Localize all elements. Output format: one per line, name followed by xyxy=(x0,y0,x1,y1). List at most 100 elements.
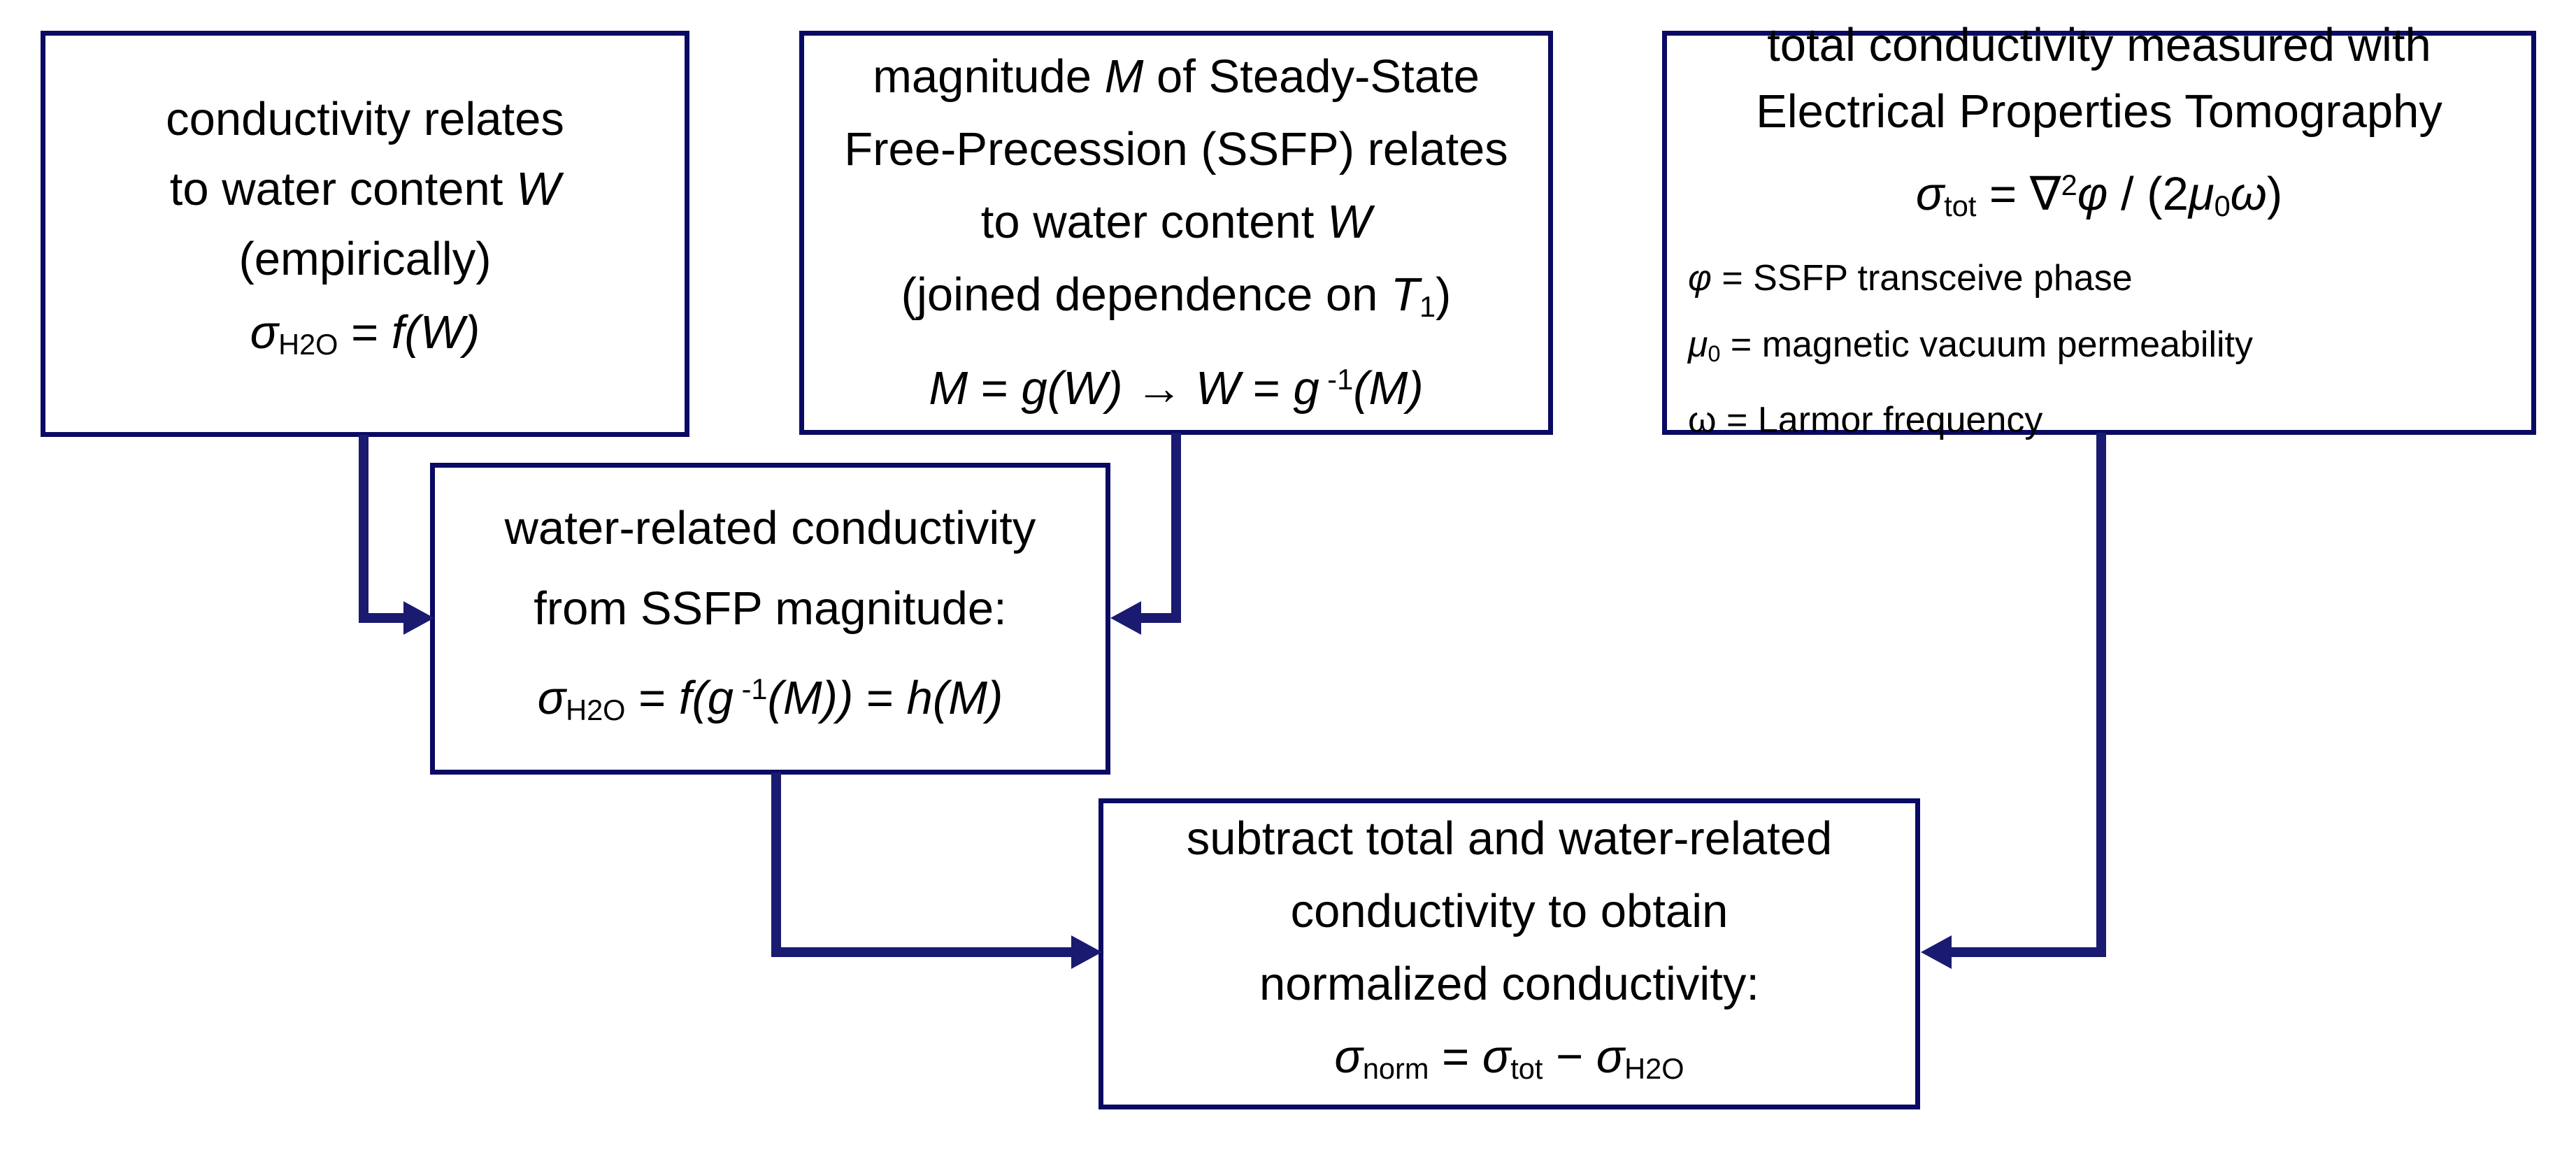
text-segment: (joined dependence on xyxy=(901,268,1391,322)
text-line: μ0 = magnetic vacuum permeability xyxy=(1667,312,2253,387)
text-segment: W xyxy=(1195,361,1240,415)
text-segment: water-related conductivity xyxy=(504,501,1036,554)
text-segment: = xyxy=(1429,1030,1482,1083)
text-segment: ω = Larmor frequency xyxy=(1688,400,2043,441)
box-ept-total-conductivity: total conductivity measured with Electric… xyxy=(1662,19,2536,440)
text-segment: σ xyxy=(1915,167,1945,220)
arrowhead-left-icon xyxy=(1921,935,1952,969)
text-segment: g(W) xyxy=(1021,361,1123,415)
text-segment: M xyxy=(929,361,968,415)
text-segment: ∇ xyxy=(2029,167,2061,220)
text-segment: ) xyxy=(2266,167,2283,220)
text-segment: σ xyxy=(250,306,279,359)
arrow-stem-horizontal xyxy=(1140,613,1181,623)
text-segment: (M)) xyxy=(767,671,854,724)
text-segment: = xyxy=(1240,361,1294,415)
text-segment: = xyxy=(625,671,679,724)
arrowhead-left-icon xyxy=(1110,601,1141,635)
text-line: Electrical Properties Tomography xyxy=(1756,78,2442,145)
text-segment: σ xyxy=(1482,1030,1511,1083)
text-line: from SSFP magnitude: xyxy=(534,568,1007,649)
text-segment: conductivity to obtain xyxy=(1290,884,1729,937)
formula-line: M = g(W) → W = g -1(M) xyxy=(929,343,1423,425)
arrow-stem-vertical xyxy=(359,435,368,623)
text-line: subtract total and water-related xyxy=(1187,803,1833,875)
text-segment xyxy=(1123,362,1136,415)
arrowhead-right-icon xyxy=(403,601,434,635)
formula-line: σH2O = f(g -1(M)) = h(M) xyxy=(538,649,1003,750)
box-empirical-relation: conductivity relates to water content W (e… xyxy=(41,31,689,437)
text-segment: total conductivity measured with xyxy=(1767,18,2431,71)
text-line: Free-Precession (SSFP) relates xyxy=(844,113,1508,186)
text-segment: Free-Precession (SSFP) relates xyxy=(844,123,1508,176)
box-water-related-conductivity: water-related conductivity from SSFP magn… xyxy=(430,463,1110,775)
text-line: total conductivity measured with xyxy=(1767,12,2431,78)
text-line: (empirically) xyxy=(238,224,491,294)
text-segment: 1 xyxy=(1419,290,1436,324)
text-segment: f(W) xyxy=(391,306,480,359)
arrow-stem-horizontal xyxy=(1952,947,2106,957)
text-line: normalized conductivity: xyxy=(1259,948,1759,1021)
text-segment: 2 xyxy=(2061,168,2077,201)
box-normalized-conductivity: subtract total and water-related conducti… xyxy=(1099,798,1920,1109)
text-segment: = xyxy=(853,671,907,724)
text-line: magnitude M of Steady-State xyxy=(873,41,1480,113)
text-segment: normalized conductivity: xyxy=(1259,957,1759,1010)
text-line: water-related conductivity xyxy=(505,488,1036,568)
text-segment: subtract total and water-related xyxy=(1186,812,1833,865)
text-segment: (M) xyxy=(1353,361,1424,415)
text-line: to water content W xyxy=(170,154,561,224)
text-segment: φ xyxy=(1688,258,1712,299)
text-segment: = xyxy=(1976,167,2030,220)
text-segment: μ xyxy=(1688,324,1708,366)
text-segment: to water content xyxy=(169,162,517,215)
text-line: φ = SSFP transceive phase xyxy=(1667,245,2133,312)
text-segment: g xyxy=(1293,361,1319,415)
text-segment: tot xyxy=(1510,1052,1543,1086)
text-segment xyxy=(1182,362,1196,415)
text-segment: -1 xyxy=(1319,363,1354,396)
text-segment: tot xyxy=(1944,189,1977,222)
text-segment: = xyxy=(338,306,392,359)
formula-line: σtot = ∇2φ / (2μ0ω) xyxy=(1916,145,2282,246)
text-segment: Electrical Properties Tomography xyxy=(1756,85,2442,138)
text-segment: of Steady-State xyxy=(1143,50,1480,103)
arrowhead-right-icon xyxy=(1071,935,1102,969)
text-segment: − xyxy=(1543,1030,1596,1083)
text-segment: σ xyxy=(537,671,566,724)
text-segment: from SSFP magnitude: xyxy=(534,582,1007,635)
text-segment: (empirically) xyxy=(238,232,492,285)
text-segment: W xyxy=(516,162,561,215)
text-segment: -1 xyxy=(734,672,768,705)
text-line: ω = Larmor frequency xyxy=(1667,387,2042,454)
text-segment: h(M) xyxy=(906,671,1003,724)
box-ssfp-magnitude-relation: magnitude M of Steady-State Free-Precessi… xyxy=(799,31,1553,435)
arrow-stem-vertical xyxy=(1171,433,1181,623)
text-segment: conductivity relates xyxy=(166,92,564,145)
text-segment: to water content xyxy=(980,196,1328,249)
text-line: conductivity to obtain xyxy=(1291,875,1729,948)
text-segment: = xyxy=(968,361,1022,415)
text-segment: ω xyxy=(2230,167,2267,220)
text-segment: σ xyxy=(1596,1030,1625,1083)
text-segment: norm xyxy=(1362,1052,1429,1086)
text-line: (joined dependence on T1) xyxy=(901,259,1452,343)
text-segment: = SSFP transceive phase xyxy=(1711,258,2133,299)
text-segment: magnitude xyxy=(873,50,1105,103)
text-segment: M xyxy=(1104,50,1144,103)
text-segment: 0 xyxy=(2214,189,2231,222)
text-segment: W xyxy=(1327,196,1372,249)
formula-line: σH2O = f(W) xyxy=(250,294,480,383)
text-segment: f xyxy=(678,671,692,724)
arrow-stem-horizontal xyxy=(771,947,1072,957)
text-segment: 0 xyxy=(1708,341,1721,367)
text-segment: H2O xyxy=(566,693,626,726)
text-segment: μ xyxy=(2188,167,2214,220)
text-segment: φ xyxy=(2077,167,2108,220)
text-segment: ) xyxy=(1436,268,1452,322)
arrow-stem-horizontal xyxy=(359,613,403,623)
text-segment: T xyxy=(1391,268,1419,322)
text-segment: H2O xyxy=(278,328,338,361)
text-line: conductivity relates xyxy=(166,85,564,154)
